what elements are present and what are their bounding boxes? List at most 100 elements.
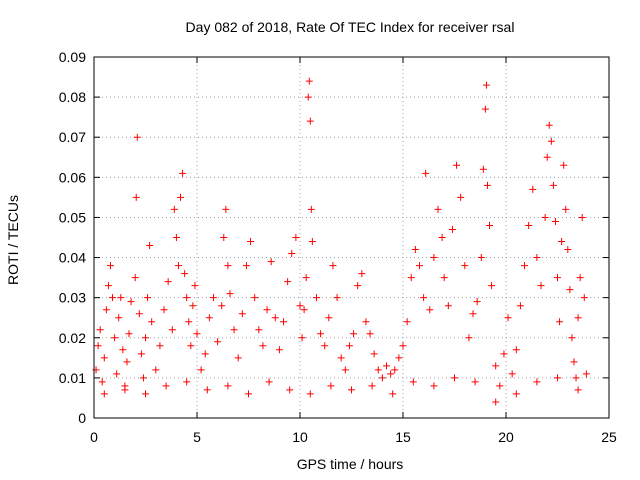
data-point <box>337 354 345 362</box>
x-axis-label: GPS time / hours <box>297 456 404 472</box>
data-point <box>162 382 170 390</box>
data-point <box>123 358 131 366</box>
data-point <box>135 310 143 318</box>
data-point <box>541 213 549 221</box>
data-point <box>177 193 185 201</box>
data-point <box>164 278 172 286</box>
axis-ticks <box>93 56 610 419</box>
data-point <box>267 258 275 266</box>
data-point <box>453 161 461 169</box>
data-point <box>482 81 490 89</box>
data-point <box>218 302 226 310</box>
x-tick-labels: 0 5 10 15 20 25 <box>90 429 617 445</box>
data-point <box>461 262 469 270</box>
data-point <box>492 398 500 406</box>
data-point <box>430 254 438 262</box>
data-point <box>139 374 147 382</box>
data-point <box>321 342 329 350</box>
data-point <box>286 386 294 394</box>
data-point <box>451 374 458 382</box>
data-point <box>284 278 292 286</box>
data-point <box>174 262 182 270</box>
data-point <box>172 234 180 241</box>
data-point <box>426 306 434 314</box>
data-point <box>156 342 164 350</box>
data-point <box>121 386 129 394</box>
data-point <box>574 314 582 322</box>
data-point <box>562 205 570 213</box>
data-point <box>96 326 104 334</box>
data-point <box>407 274 415 282</box>
data-point <box>469 310 477 318</box>
x-tick-label: 25 <box>601 429 617 445</box>
data-point <box>551 217 559 225</box>
data-point <box>224 262 232 270</box>
data-point <box>131 274 139 282</box>
x-tick-label: 5 <box>193 429 201 445</box>
data-point <box>389 390 397 398</box>
data-point <box>185 318 193 326</box>
data-point <box>201 350 209 358</box>
chart-title: Day 082 of 2018, Rate Of TEC Index for r… <box>186 19 515 35</box>
data-point <box>525 221 533 229</box>
data-point <box>119 346 127 354</box>
data-point <box>395 354 403 362</box>
data-point <box>142 390 149 398</box>
data-point <box>117 294 125 302</box>
y-tick-label: 0.04 <box>59 250 86 266</box>
data-point <box>306 117 314 125</box>
data-point <box>533 378 541 386</box>
data-point <box>209 294 217 302</box>
y-tick-label: 0.02 <box>59 330 86 346</box>
data-point <box>574 386 582 394</box>
x-tick-label: 15 <box>395 429 411 445</box>
data-point <box>560 161 568 169</box>
data-point <box>582 370 590 378</box>
data-point <box>500 350 508 358</box>
data-point <box>142 334 149 342</box>
data-point <box>547 137 555 145</box>
data-point <box>170 205 178 213</box>
data-point <box>496 382 504 390</box>
data-point <box>368 382 376 390</box>
data-point <box>448 225 456 233</box>
y-axis-label: ROTI / TECUs <box>5 195 21 285</box>
data-point <box>100 390 108 398</box>
data-points <box>92 77 590 406</box>
data-point <box>109 294 117 302</box>
data-point <box>341 366 349 374</box>
data-point <box>348 386 355 394</box>
data-point <box>98 378 106 386</box>
data-point <box>486 221 494 229</box>
data-point <box>259 342 267 350</box>
y-tick-label: 0.05 <box>59 209 86 225</box>
data-point <box>183 294 191 302</box>
data-point <box>298 334 306 342</box>
data-point <box>317 330 325 338</box>
data-point <box>255 326 263 334</box>
data-point <box>430 382 438 390</box>
data-point <box>391 366 399 374</box>
data-point <box>545 121 553 129</box>
data-point <box>568 334 576 342</box>
data-point <box>179 169 187 177</box>
data-point <box>307 205 315 213</box>
data-point <box>106 262 114 270</box>
data-point <box>329 262 337 270</box>
y-tick-label: 0.03 <box>59 290 86 306</box>
data-point <box>214 338 222 346</box>
data-point <box>181 270 189 278</box>
data-point <box>554 274 561 282</box>
data-point <box>152 366 160 374</box>
data-point <box>403 318 411 326</box>
data-point <box>387 370 395 378</box>
data-point <box>420 294 428 302</box>
data-point <box>242 262 250 270</box>
data-point <box>325 314 333 322</box>
data-point <box>104 282 112 290</box>
data-point <box>570 358 578 366</box>
data-point <box>302 274 310 282</box>
data-point <box>94 342 102 350</box>
data-point <box>358 270 366 278</box>
